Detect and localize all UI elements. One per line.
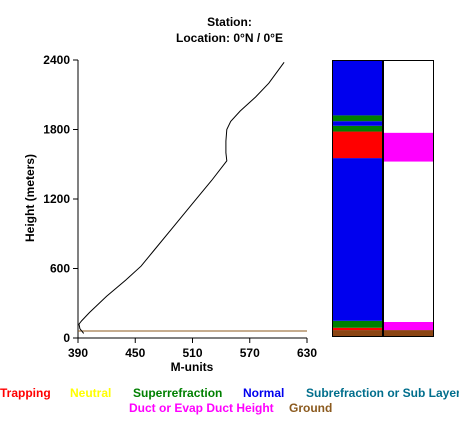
x-axis-label: M-units: [171, 360, 214, 374]
location-title: Location: 0°N / 0°E: [176, 31, 283, 45]
x-tick-label: 450: [125, 346, 145, 360]
y-tick-label: 2400: [43, 53, 70, 67]
y-tick-label: 1800: [43, 123, 70, 137]
layer-segment: [332, 330, 383, 337]
m-profile-line: [78, 62, 285, 334]
legend-item: Ground: [289, 401, 333, 415]
y-tick-label: 1200: [43, 192, 70, 206]
layer-segment: [332, 320, 383, 328]
legend-item: Neutral: [70, 386, 112, 400]
x-tick-label: 390: [68, 346, 88, 360]
layer-segment: [332, 327, 383, 331]
layer-segment: [332, 60, 383, 116]
layer-segment: [383, 132, 434, 162]
legend-item: Subrefraction or Sub Layer: [306, 386, 459, 400]
layer-segment: [383, 60, 434, 133]
layer-segment: [383, 321, 434, 331]
legend-item: Duct or Evap Duct Height: [129, 401, 274, 415]
layer-segment: [332, 131, 383, 159]
y-tick-label: 600: [50, 262, 70, 276]
x-tick-label: 630: [297, 346, 317, 360]
layer-segment: [332, 121, 383, 126]
column-border: [383, 60, 434, 337]
y-tick-label: 0: [63, 331, 70, 345]
layer-segment: [383, 161, 434, 322]
layer-segment: [332, 115, 383, 122]
y-axis-label: Height (meters): [23, 154, 37, 242]
legend-item: Superrefraction: [133, 386, 223, 400]
legend-item: Normal: [243, 386, 285, 400]
x-tick-label: 570: [240, 346, 260, 360]
station-title: Station:: [207, 15, 252, 29]
layer-segment: [383, 330, 434, 337]
legend-item: Trapping: [0, 386, 51, 400]
layer-segment: [332, 158, 383, 321]
x-tick-label: 510: [182, 346, 202, 360]
layer-segment: [332, 125, 383, 132]
column-border: [332, 60, 383, 337]
